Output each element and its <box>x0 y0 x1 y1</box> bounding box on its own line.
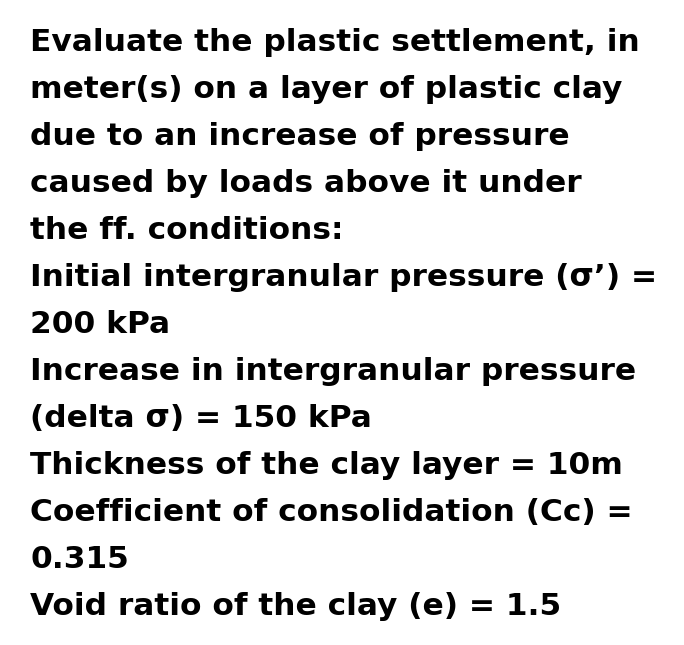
Text: Void ratio of the clay (e) = 1.5: Void ratio of the clay (e) = 1.5 <box>30 592 561 621</box>
Text: Initial intergranular pressure (σ’) =: Initial intergranular pressure (σ’) = <box>30 263 657 292</box>
Text: due to an increase of pressure: due to an increase of pressure <box>30 122 570 151</box>
Text: meter(s) on a layer of plastic clay: meter(s) on a layer of plastic clay <box>30 75 622 104</box>
Text: (delta σ) = 150 kPa: (delta σ) = 150 kPa <box>30 404 372 433</box>
Text: Thickness of the clay layer = 10m: Thickness of the clay layer = 10m <box>30 451 623 480</box>
Text: Evaluate the plastic settlement, in: Evaluate the plastic settlement, in <box>30 28 640 57</box>
Text: 200 kPa: 200 kPa <box>30 310 170 339</box>
Text: the ff. conditions:: the ff. conditions: <box>30 216 343 245</box>
Text: caused by loads above it under: caused by loads above it under <box>30 169 581 198</box>
Text: Coefficient of consolidation (Cc) =: Coefficient of consolidation (Cc) = <box>30 498 633 527</box>
Text: Increase in intergranular pressure: Increase in intergranular pressure <box>30 357 636 386</box>
Text: 0.315: 0.315 <box>30 545 129 574</box>
